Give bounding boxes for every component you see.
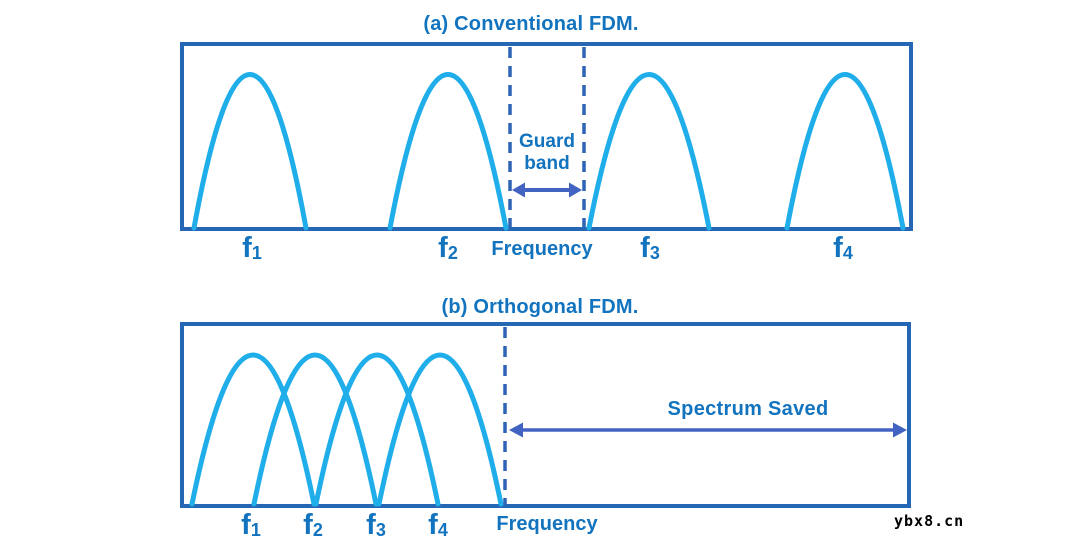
channel-label-b-f1: f1 (241, 511, 261, 540)
channel-label-base: f (640, 232, 650, 264)
spectrum-saved-arrowhead-right (893, 422, 907, 438)
channel-label-b-f4: f4 (428, 511, 448, 540)
guard-band-arrowhead-left (512, 182, 525, 198)
spectrum-saved-label: Spectrum Saved (667, 398, 829, 420)
channel-curve-f1 (189, 352, 317, 507)
channel-label-sub: 3 (649, 243, 660, 263)
channel-label-sub: 3 (375, 520, 386, 540)
guard-band-arrowhead-right (569, 182, 582, 198)
channel-label-base: f (242, 232, 252, 264)
panel-a-box (180, 42, 913, 231)
channel-label-base: f (833, 232, 843, 264)
channel-curve-f1 (191, 72, 309, 231)
channel-label-base: f (303, 509, 313, 541)
guard-band-label-line1: Guard (519, 131, 575, 152)
panel-a-frequency-axis-label: Frequency (491, 238, 593, 260)
channel-label-a-f4: f4 (833, 234, 853, 263)
channel-label-base: f (438, 232, 448, 264)
panel-a-channel-curves (191, 72, 906, 231)
channel-label-sub: 1 (251, 243, 262, 263)
guard-band-label: Guard band (519, 131, 575, 175)
channel-curve-f3 (313, 352, 441, 507)
panel-b-frequency-axis-label: Frequency (496, 513, 598, 535)
channel-curve-f4 (784, 72, 906, 231)
channel-label-sub: 2 (312, 520, 323, 540)
channel-curve-f2 (387, 72, 509, 231)
guard-band-dashed-lines (508, 47, 586, 227)
guard-band-arrow (512, 182, 582, 198)
channel-label-b-f2: f2 (303, 511, 323, 540)
channel-label-b-f3: f3 (366, 511, 386, 540)
channel-label-a-f3: f3 (640, 234, 660, 263)
channel-curve-f2 (251, 352, 379, 507)
watermark: ybx8.cn (894, 512, 965, 530)
channel-label-a-f2: f2 (438, 234, 458, 263)
channel-label-a-f1: f1 (242, 234, 262, 263)
panel-b-title: (b) Orthogonal FDM. (441, 296, 639, 318)
channel-label-sub: 2 (447, 243, 458, 263)
channel-label-base: f (241, 509, 251, 541)
channel-label-sub: 1 (250, 520, 261, 540)
spectrum-saved-arrow (509, 422, 907, 438)
channel-curve-f3 (586, 72, 712, 231)
channel-label-base: f (366, 509, 376, 541)
channel-label-sub: 4 (437, 520, 448, 540)
channel-label-base: f (428, 509, 438, 541)
channel-label-sub: 4 (842, 243, 853, 263)
panel-a-title: (a) Conventional FDM. (423, 13, 639, 35)
channel-curve-f4 (376, 352, 504, 507)
panel-b-channel-curves (189, 352, 504, 507)
guard-band-label-line2: band (524, 153, 570, 174)
panel-b-box (180, 322, 911, 508)
spectrum-saved-arrowhead-left (509, 422, 523, 438)
